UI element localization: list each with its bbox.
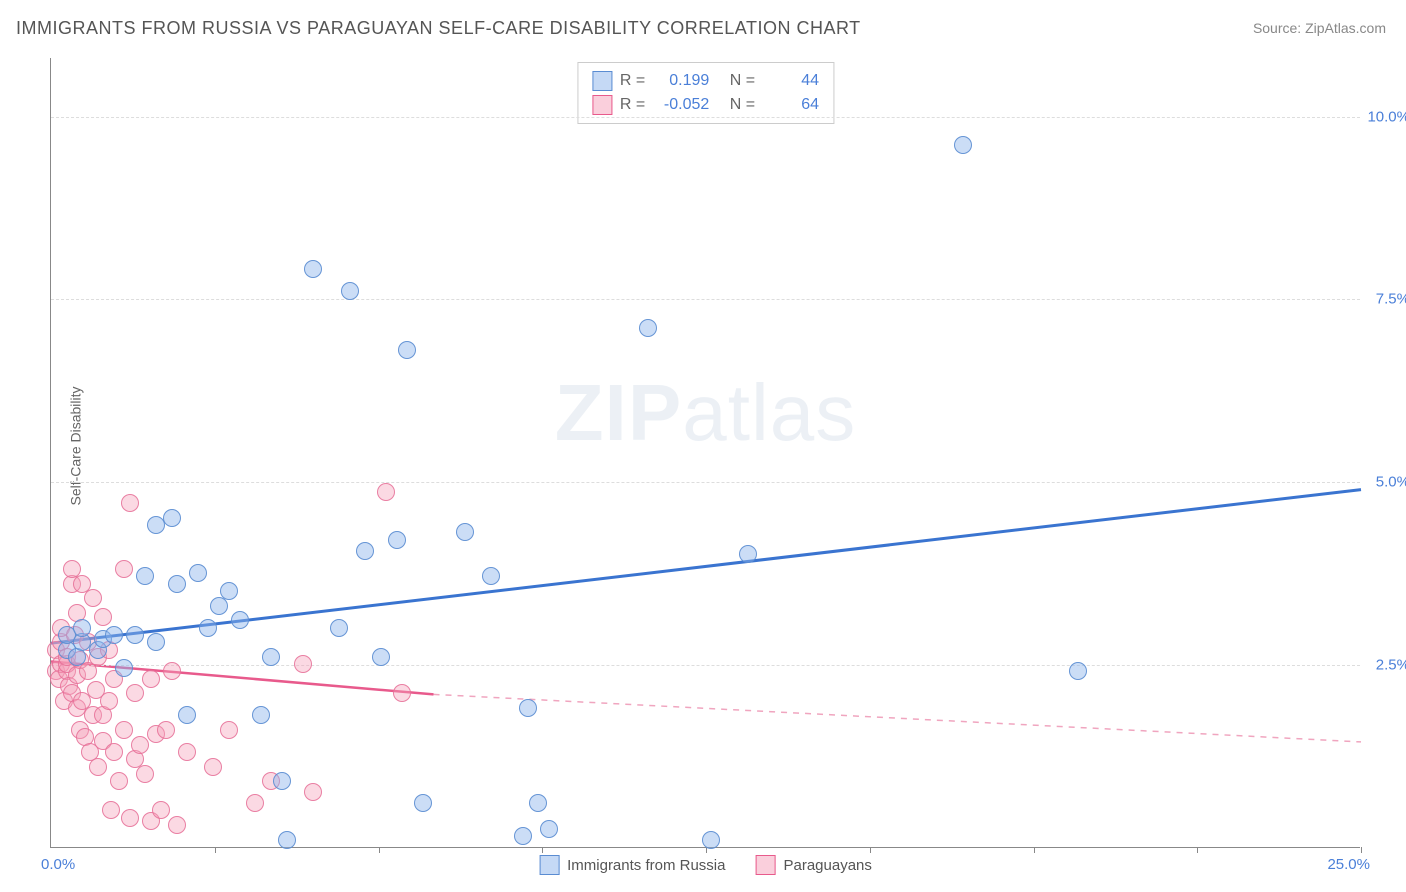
data-point bbox=[94, 608, 112, 626]
data-point bbox=[482, 567, 500, 585]
y-tick-label: 7.5% bbox=[1365, 291, 1406, 308]
data-point bbox=[304, 783, 322, 801]
x-tick bbox=[870, 847, 871, 853]
gridline bbox=[51, 117, 1360, 118]
data-point bbox=[294, 655, 312, 673]
data-point bbox=[330, 619, 348, 637]
x-max-label: 25.0% bbox=[1327, 856, 1370, 873]
data-point bbox=[168, 575, 186, 593]
data-point bbox=[121, 809, 139, 827]
legend-item: Paraguayans bbox=[755, 855, 871, 875]
data-point bbox=[639, 319, 657, 337]
y-tick-label: 2.5% bbox=[1365, 657, 1406, 674]
data-point bbox=[110, 772, 128, 790]
swatch-pink-icon bbox=[755, 855, 775, 875]
x-tick bbox=[1034, 847, 1035, 853]
data-point bbox=[529, 794, 547, 812]
data-point bbox=[147, 633, 165, 651]
chart-title: IMMIGRANTS FROM RUSSIA VS PARAGUAYAN SEL… bbox=[16, 18, 861, 39]
data-point bbox=[414, 794, 432, 812]
data-point bbox=[189, 564, 207, 582]
data-point bbox=[246, 794, 264, 812]
data-point bbox=[115, 560, 133, 578]
source-name: ZipAtlas.com bbox=[1305, 20, 1386, 36]
data-point bbox=[456, 523, 474, 541]
data-point bbox=[372, 648, 390, 666]
data-point bbox=[105, 626, 123, 644]
data-point bbox=[304, 260, 322, 278]
trend-lines-svg bbox=[51, 58, 1361, 848]
legend-label: Paraguayans bbox=[783, 857, 871, 874]
data-point bbox=[126, 684, 144, 702]
data-point bbox=[100, 692, 118, 710]
data-point bbox=[73, 619, 91, 637]
data-point bbox=[1069, 662, 1087, 680]
gridline bbox=[51, 482, 1360, 483]
data-point bbox=[168, 816, 186, 834]
data-point bbox=[163, 662, 181, 680]
data-point bbox=[341, 282, 359, 300]
gridline bbox=[51, 299, 1360, 300]
gridline bbox=[51, 665, 1360, 666]
swatch-blue-icon bbox=[539, 855, 559, 875]
data-point bbox=[121, 494, 139, 512]
data-point bbox=[252, 706, 270, 724]
data-point bbox=[89, 758, 107, 776]
x-origin-label: 0.0% bbox=[41, 856, 75, 873]
data-point bbox=[540, 820, 558, 838]
data-point bbox=[262, 648, 280, 666]
data-point bbox=[136, 765, 154, 783]
data-point bbox=[136, 567, 154, 585]
data-point bbox=[84, 589, 102, 607]
data-point bbox=[115, 721, 133, 739]
data-point bbox=[199, 619, 217, 637]
y-tick-label: 10.0% bbox=[1365, 108, 1406, 125]
data-point bbox=[152, 801, 170, 819]
data-point bbox=[702, 831, 720, 849]
legend-item: Immigrants from Russia bbox=[539, 855, 725, 875]
bottom-legend: Immigrants from Russia Paraguayans bbox=[539, 855, 872, 875]
data-point bbox=[356, 542, 374, 560]
data-point bbox=[131, 736, 149, 754]
data-point bbox=[954, 136, 972, 154]
data-point bbox=[105, 743, 123, 761]
source-label: Source: bbox=[1253, 20, 1301, 36]
data-point bbox=[739, 545, 757, 563]
x-tick bbox=[215, 847, 216, 853]
data-point bbox=[388, 531, 406, 549]
data-point bbox=[157, 721, 175, 739]
data-point bbox=[178, 706, 196, 724]
data-point bbox=[204, 758, 222, 776]
data-point bbox=[398, 341, 416, 359]
x-tick bbox=[1361, 847, 1362, 853]
data-point bbox=[278, 831, 296, 849]
plot-area: ZIPatlas R = 0.199 N = 44 R = -0.052 N =… bbox=[50, 58, 1360, 848]
data-point bbox=[115, 659, 133, 677]
x-tick bbox=[542, 847, 543, 853]
data-point bbox=[220, 582, 238, 600]
data-point bbox=[142, 670, 160, 688]
data-point bbox=[178, 743, 196, 761]
chart-container: IMMIGRANTS FROM RUSSIA VS PARAGUAYAN SEL… bbox=[0, 0, 1406, 892]
trend-line bbox=[434, 694, 1361, 742]
data-point bbox=[273, 772, 291, 790]
source-attribution: Source: ZipAtlas.com bbox=[1253, 20, 1386, 36]
legend-label: Immigrants from Russia bbox=[567, 857, 725, 874]
data-point bbox=[514, 827, 532, 845]
data-point bbox=[102, 801, 120, 819]
x-tick bbox=[1197, 847, 1198, 853]
data-point bbox=[519, 699, 537, 717]
y-tick-label: 5.0% bbox=[1365, 474, 1406, 491]
data-point bbox=[163, 509, 181, 527]
x-tick bbox=[379, 847, 380, 853]
data-point bbox=[393, 684, 411, 702]
data-point bbox=[220, 721, 238, 739]
data-point bbox=[231, 611, 249, 629]
data-point bbox=[126, 626, 144, 644]
data-point bbox=[377, 483, 395, 501]
